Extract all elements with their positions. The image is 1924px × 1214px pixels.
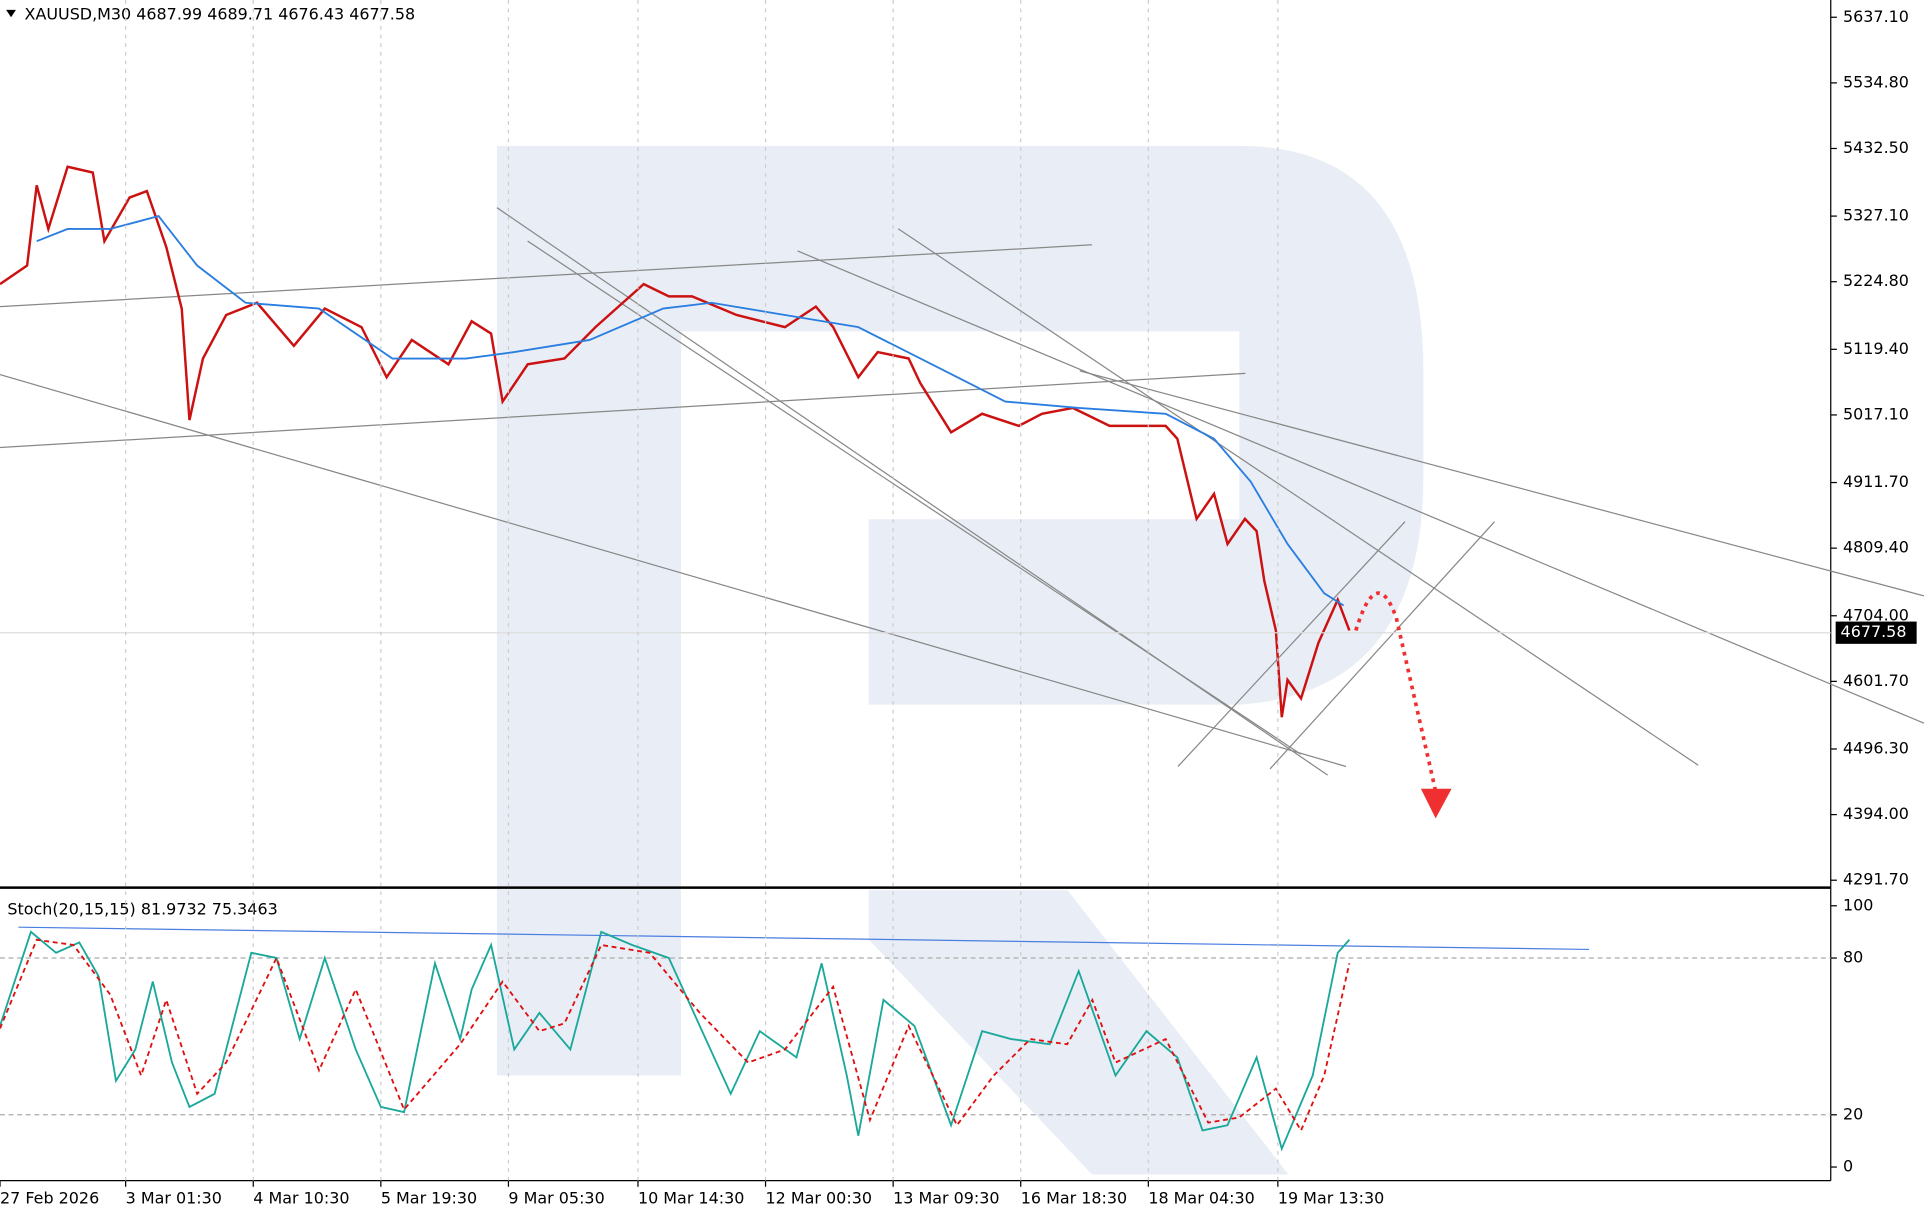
- y-tick-label: 4601.70: [1843, 671, 1909, 690]
- x-tick-label: 4 Mar 10:30: [253, 1189, 349, 1208]
- y-tick-label: 5432.50: [1843, 138, 1909, 157]
- x-tick-label: 16 Mar 18:30: [1021, 1189, 1127, 1208]
- y-tick-label: 4291.70: [1843, 870, 1909, 889]
- y-tick-label: 5534.80: [1843, 72, 1909, 91]
- stoch-title: Stoch(20,15,15) 81.9732 75.3463: [7, 899, 277, 918]
- watermark: [496, 145, 1424, 1175]
- x-tick-label: 13 Mar 09:30: [893, 1189, 999, 1208]
- series-line: [0, 930, 1351, 1152]
- series-line: [0, 938, 1351, 1133]
- x-tick-label: 12 Mar 00:30: [766, 1189, 872, 1208]
- menu-icon[interactable]: [6, 9, 16, 18]
- stoch-trendline: [18, 926, 1590, 951]
- x-tick-label: 3 Mar 01:30: [126, 1189, 222, 1208]
- y-tick-label: 4911.70: [1843, 472, 1909, 491]
- x-tick-label: 27 Feb 2026: [0, 1189, 99, 1208]
- y-tick-label: 80: [1843, 947, 1863, 966]
- y-tick-label: 5017.10: [1843, 404, 1909, 423]
- forecast-arrow: [1354, 591, 1452, 819]
- y-tick-label: 5327.10: [1843, 206, 1909, 225]
- last-price-box: [1835, 621, 1917, 644]
- series-line: [0, 165, 1351, 718]
- x-tick-label: 10 Mar 14:30: [638, 1189, 744, 1208]
- x-tick-label: 19 Mar 13:30: [1278, 1189, 1384, 1208]
- y-tick-label: 0: [1843, 1156, 1853, 1175]
- price-title: XAUUSD,M30 4687.99 4689.71 4676.43 4677.…: [25, 4, 416, 23]
- y-tick-label: 100: [1843, 895, 1873, 914]
- y-tick-label: 5224.80: [1843, 271, 1909, 290]
- y-tick-label: 4496.30: [1843, 738, 1909, 757]
- x-tick-label: 5 Mar 19:30: [381, 1189, 477, 1208]
- trendlines: [0, 207, 1924, 776]
- x-tick-label: 9 Mar 05:30: [508, 1189, 604, 1208]
- y-tick-label: 5119.40: [1843, 339, 1909, 358]
- series-line: [36, 215, 1345, 607]
- y-tick-label: 4809.40: [1843, 538, 1909, 557]
- y-tick-label: 5637.10: [1843, 7, 1909, 26]
- y-tick-label: 4394.00: [1843, 804, 1909, 823]
- y-tick-label: 20: [1843, 1104, 1863, 1123]
- x-tick-label: 18 Mar 04:30: [1148, 1189, 1254, 1208]
- y-tick-label: 4704.00: [1843, 605, 1909, 624]
- last-price-label: 4677.58: [1841, 622, 1907, 641]
